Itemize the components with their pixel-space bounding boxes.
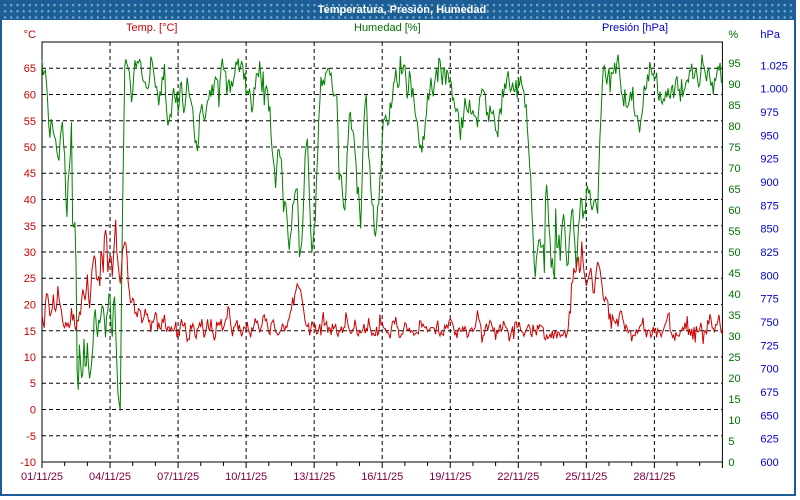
svg-text:-10: -10 (20, 457, 36, 469)
svg-text:625: 625 (760, 434, 778, 446)
svg-text:65: 65 (728, 184, 740, 196)
svg-text:20: 20 (24, 300, 36, 312)
svg-text:01/11/25: 01/11/25 (21, 471, 63, 483)
svg-text:40: 40 (728, 289, 740, 301)
svg-text:90: 90 (728, 79, 740, 91)
svg-text:875: 875 (760, 200, 778, 212)
svg-text:15: 15 (728, 394, 740, 406)
svg-text:%: % (728, 29, 738, 41)
svg-text:825: 825 (760, 247, 778, 259)
svg-text:975: 975 (760, 107, 778, 119)
svg-text:19/11/25: 19/11/25 (429, 471, 471, 483)
svg-text:700: 700 (760, 364, 778, 376)
svg-text:850: 850 (760, 224, 778, 236)
svg-text:28/11/25: 28/11/25 (633, 471, 675, 483)
svg-text:50: 50 (24, 142, 36, 154)
svg-text:25: 25 (728, 352, 740, 364)
svg-text:800: 800 (760, 270, 778, 282)
svg-text:925: 925 (760, 154, 778, 166)
svg-text:30: 30 (24, 247, 36, 259)
svg-text:65: 65 (24, 63, 36, 75)
svg-text:30: 30 (728, 331, 740, 343)
svg-text:675: 675 (760, 387, 778, 399)
svg-text:750: 750 (760, 317, 778, 329)
svg-text:1.025: 1.025 (760, 60, 788, 72)
svg-text:60: 60 (728, 205, 740, 217)
svg-text:25: 25 (24, 273, 36, 285)
svg-text:13/11/25: 13/11/25 (293, 471, 335, 483)
svg-text:20: 20 (728, 373, 740, 385)
svg-text:0: 0 (728, 457, 734, 469)
svg-text:10: 10 (24, 352, 36, 364)
svg-text:95: 95 (728, 58, 740, 70)
svg-text:950: 950 (760, 130, 778, 142)
svg-text:600: 600 (760, 457, 778, 469)
svg-text:85: 85 (728, 100, 740, 112)
svg-text:45: 45 (24, 168, 36, 180)
svg-text:650: 650 (760, 410, 778, 422)
svg-text:50: 50 (728, 247, 740, 259)
svg-text:55: 55 (728, 226, 740, 238)
svg-text:10/11/25: 10/11/25 (225, 471, 267, 483)
svg-text:1.000: 1.000 (760, 84, 788, 96)
svg-text:35: 35 (24, 221, 36, 233)
svg-text:75: 75 (728, 142, 740, 154)
svg-text:°C: °C (24, 29, 36, 41)
svg-text:25/11/25: 25/11/25 (565, 471, 607, 483)
svg-text:725: 725 (760, 340, 778, 352)
svg-text:775: 775 (760, 294, 778, 306)
svg-text:10: 10 (728, 415, 740, 427)
svg-text:5: 5 (728, 436, 734, 448)
svg-text:70: 70 (728, 163, 740, 175)
svg-text:40: 40 (24, 195, 36, 207)
svg-text:04/11/25: 04/11/25 (89, 471, 131, 483)
svg-text:15: 15 (24, 326, 36, 338)
svg-text:-5: -5 (26, 431, 36, 443)
svg-text:45: 45 (728, 268, 740, 280)
svg-text:0: 0 (30, 405, 36, 417)
svg-text:22/11/25: 22/11/25 (497, 471, 539, 483)
svg-text:hPa: hPa (760, 29, 780, 41)
svg-text:16/11/25: 16/11/25 (361, 471, 403, 483)
svg-text:900: 900 (760, 177, 778, 189)
svg-text:60: 60 (24, 90, 36, 102)
svg-text:55: 55 (24, 116, 36, 128)
svg-text:07/11/25: 07/11/25 (157, 471, 199, 483)
svg-text:80: 80 (728, 121, 740, 133)
svg-text:35: 35 (728, 310, 740, 322)
svg-text:5: 5 (30, 378, 36, 390)
